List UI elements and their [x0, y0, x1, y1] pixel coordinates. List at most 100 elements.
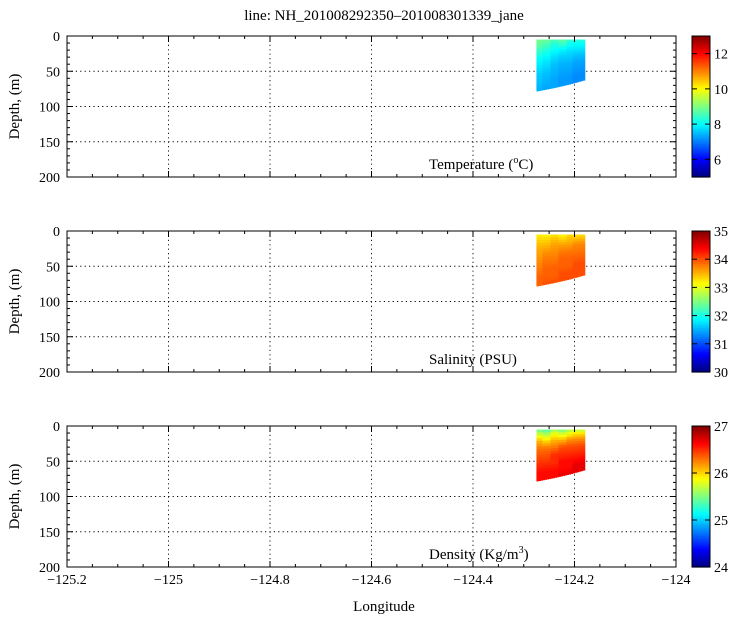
data-cell: [536, 240, 540, 244]
data-cell: [580, 440, 584, 444]
data-cell: [548, 467, 552, 471]
data-cell: [566, 451, 570, 456]
colorbar-segment: [692, 461, 710, 465]
data-cell: [582, 39, 586, 43]
data-cell: [546, 250, 550, 255]
data-cell: [548, 470, 552, 474]
data-cell: [580, 245, 584, 249]
data-cell: [542, 242, 546, 247]
data-cell: [540, 471, 544, 475]
data-cell: [578, 429, 582, 433]
data-cell: [562, 62, 566, 66]
data-cell: [570, 458, 574, 462]
data-cell: [536, 59, 540, 63]
data-cell: [562, 80, 566, 84]
data-cell: [562, 454, 566, 459]
data-cell: [544, 47, 548, 52]
data-cell: [544, 457, 548, 461]
data-cell: [568, 464, 572, 468]
data-cell: [560, 54, 564, 59]
data-cell: [538, 457, 542, 462]
data-cell: [562, 460, 566, 464]
data-cell: [538, 262, 542, 267]
colorbar-segment: [692, 363, 710, 366]
data-cell: [578, 60, 582, 64]
data-cell: [548, 253, 552, 257]
data-cell: [580, 431, 584, 435]
data-cell: [544, 256, 548, 260]
colorbar-segment: [692, 299, 710, 303]
data-cell: [552, 434, 556, 439]
data-cell: [578, 269, 582, 273]
data-cell: [564, 257, 568, 261]
data-cell: [546, 72, 550, 76]
data-cell: [546, 448, 550, 453]
data-cell: [546, 58, 550, 63]
data-cell: [540, 240, 544, 244]
y-tick-label: 0: [53, 225, 60, 240]
colorbar-segment: [692, 301, 710, 305]
data-cell: [574, 267, 578, 271]
y-tick-label: 0: [53, 420, 60, 435]
data-cell: [542, 276, 546, 280]
data-cell: [554, 65, 558, 70]
data-cell: [570, 246, 574, 250]
data-cell: [580, 257, 584, 261]
data-cell: [542, 267, 546, 272]
data-cell: [570, 68, 574, 72]
data-cell: [554, 47, 558, 51]
data-cell: [578, 44, 582, 48]
data-cell: [574, 77, 578, 81]
data-cell: [546, 61, 550, 65]
data-cell: [540, 282, 544, 286]
data-cell: [582, 259, 586, 263]
colorbar-segment: [692, 538, 710, 542]
colorbar-segment: [692, 49, 710, 53]
data-cell: [574, 246, 578, 250]
data-cell: [574, 67, 578, 71]
data-cell: [582, 449, 586, 453]
data-cell: [544, 56, 548, 60]
data-cell: [566, 441, 570, 446]
data-cell: [576, 274, 580, 278]
data-cell: [538, 45, 542, 49]
data-cell: [542, 462, 546, 467]
colorbar-segment: [692, 283, 710, 287]
data-cell: [580, 236, 584, 240]
data-cell: [544, 264, 548, 269]
data-cell: [572, 236, 576, 240]
data-cell: [538, 84, 542, 89]
data-cell: [578, 452, 582, 456]
data-cell: [562, 242, 566, 246]
data-cell: [570, 234, 574, 238]
data-cell: [580, 452, 584, 456]
data-cell: [576, 74, 580, 78]
data-cell: [550, 469, 554, 474]
data-cell: [562, 237, 566, 241]
data-cell: [546, 66, 550, 71]
data-cell: [552, 79, 556, 83]
data-cell: [548, 55, 552, 60]
data-cell: [558, 432, 562, 436]
data-cell: [572, 65, 576, 69]
data-cell: [546, 39, 550, 43]
data-cell: [560, 437, 564, 441]
data-cell: [538, 452, 542, 456]
colorbar-tick-label: 33: [714, 281, 728, 296]
data-cell: [576, 269, 580, 273]
data-cell: [562, 249, 566, 253]
data-cell: [570, 258, 574, 262]
data-cell: [554, 442, 558, 447]
data-cell: [552, 274, 556, 278]
data-cell: [546, 432, 550, 436]
data-cell: [536, 73, 540, 78]
data-cell: [536, 475, 540, 479]
data-cell: [552, 44, 556, 49]
data-cell: [576, 62, 580, 66]
data-cell: [578, 271, 582, 275]
data-cell: [576, 445, 580, 449]
data-cell: [572, 239, 576, 243]
data-cell: [538, 79, 542, 83]
data-cell: [566, 241, 570, 246]
data-cell: [580, 463, 584, 467]
